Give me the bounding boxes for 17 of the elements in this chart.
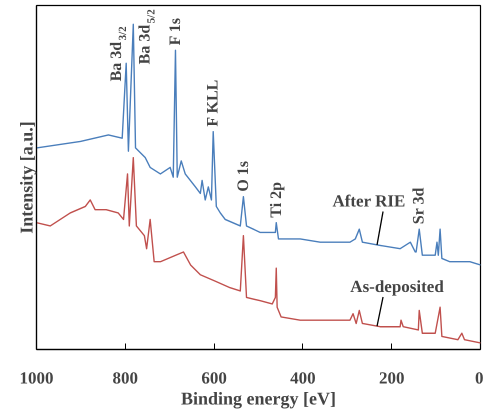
x-tick-label: 600: [201, 368, 227, 388]
x-tick-label: 200: [378, 368, 404, 388]
x-tick-label: 800: [112, 368, 138, 388]
annotation: O 1s: [234, 161, 252, 192]
annotation: Ba 3d5/2: [136, 8, 158, 64]
x-tick-label: 1000: [20, 368, 54, 388]
series-label: After RIE: [332, 192, 406, 211]
annotation: Sr 3d: [410, 187, 428, 224]
y-axis-title: Intensity [a.u.]: [16, 121, 36, 234]
x-tick-label: 400: [290, 368, 316, 388]
x-axis-title: Binding energy [eV]: [181, 388, 336, 408]
annotation: F 1s: [166, 18, 184, 46]
series-label: As-deposited: [350, 276, 444, 296]
annotation: Ba 3d3/2: [108, 26, 130, 82]
x-tick-label: 0: [475, 368, 483, 388]
annotation: F KLL: [204, 80, 222, 127]
annotation: Ti 2p: [268, 182, 285, 218]
